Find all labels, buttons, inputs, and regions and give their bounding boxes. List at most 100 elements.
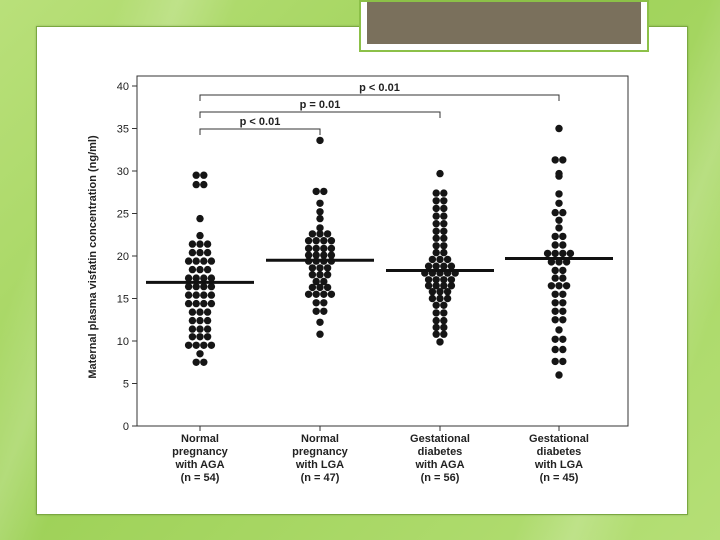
category-label-line: with LGA (534, 459, 583, 471)
significance-label: p = 0.01 (300, 99, 341, 111)
data-point (308, 264, 317, 272)
data-point (432, 323, 440, 332)
data-point (203, 325, 212, 333)
data-point (316, 230, 324, 238)
data-point (428, 294, 437, 303)
data-point (551, 335, 559, 343)
data-point (320, 237, 328, 245)
data-point (207, 341, 216, 349)
data-point (555, 371, 563, 379)
data-point (551, 345, 559, 354)
y-tick-label: 10 (117, 336, 129, 348)
data-point (312, 299, 320, 307)
data-point (559, 357, 567, 366)
data-point (196, 231, 204, 240)
data-points (184, 124, 575, 379)
data-point (559, 345, 567, 354)
significance-bracket (199, 94, 560, 101)
data-point (436, 338, 444, 346)
data-point (559, 290, 567, 298)
category-label-line: pregnancy (172, 446, 229, 458)
y-axis-label: Maternal plasma visfatin concentration (… (87, 135, 99, 379)
data-point (192, 282, 200, 291)
data-point (192, 299, 200, 308)
data-point (559, 335, 567, 343)
data-point (432, 282, 440, 290)
data-point (551, 274, 559, 282)
data-point (327, 290, 336, 298)
data-point (323, 264, 332, 272)
data-point (184, 274, 193, 282)
data-point (184, 291, 193, 299)
data-point (203, 308, 212, 316)
data-point (440, 234, 448, 242)
data-point (543, 249, 552, 258)
data-point (207, 257, 216, 265)
title-placeholder-fill (367, 2, 641, 44)
data-point (559, 274, 567, 282)
data-point (436, 294, 444, 303)
data-point (203, 316, 212, 325)
data-point (327, 244, 336, 253)
data-point (200, 274, 208, 282)
data-point (196, 333, 204, 341)
y-tick-label: 0 (123, 421, 129, 433)
data-point (192, 358, 200, 366)
data-point (440, 204, 448, 213)
data-point (559, 249, 567, 258)
data-point (440, 212, 448, 220)
data-point (440, 323, 448, 332)
data-point (308, 230, 317, 238)
category-label-line: (n = 47) (301, 472, 340, 484)
data-point (203, 265, 212, 274)
data-point (432, 316, 440, 325)
data-point (200, 341, 208, 349)
data-point (432, 262, 440, 270)
data-point (304, 244, 313, 253)
y-tick-label: 25 (117, 209, 129, 221)
data-point (203, 248, 212, 257)
data-point (304, 290, 313, 298)
plot-frame (136, 75, 629, 427)
data-point (551, 156, 559, 164)
data-point (555, 216, 563, 224)
data-point (551, 232, 559, 241)
data-point (432, 220, 440, 228)
category-label-line: (n = 56) (421, 472, 460, 484)
data-point (559, 241, 567, 249)
data-point (551, 307, 559, 315)
data-point (316, 318, 324, 326)
data-point (196, 240, 204, 248)
data-point (200, 299, 208, 308)
data-point (432, 301, 440, 309)
category-label-line: diabetes (537, 446, 582, 458)
data-point (551, 357, 559, 366)
data-point (200, 282, 208, 291)
data-point (188, 333, 197, 341)
significance-label: p < 0.01 (240, 116, 281, 128)
data-point (312, 251, 320, 259)
data-point (424, 282, 433, 290)
data-point (316, 330, 324, 338)
data-point (304, 251, 313, 259)
data-point (203, 240, 212, 248)
category-label-line: Gestational (529, 433, 589, 445)
data-point (432, 330, 440, 338)
category-label-line: with AGA (414, 459, 464, 471)
data-point (188, 325, 197, 333)
data-point (184, 282, 193, 291)
data-point (432, 204, 440, 213)
data-point (196, 350, 204, 358)
data-point (327, 251, 336, 259)
significance-bracket (199, 111, 441, 118)
data-point (424, 262, 433, 270)
data-point (192, 257, 200, 265)
data-point (440, 220, 448, 228)
title-placeholder (359, 0, 649, 52)
data-point (312, 244, 320, 253)
y-tick-label: 20 (117, 251, 129, 263)
data-point (555, 224, 563, 232)
data-point (323, 230, 332, 238)
data-point (196, 325, 204, 333)
